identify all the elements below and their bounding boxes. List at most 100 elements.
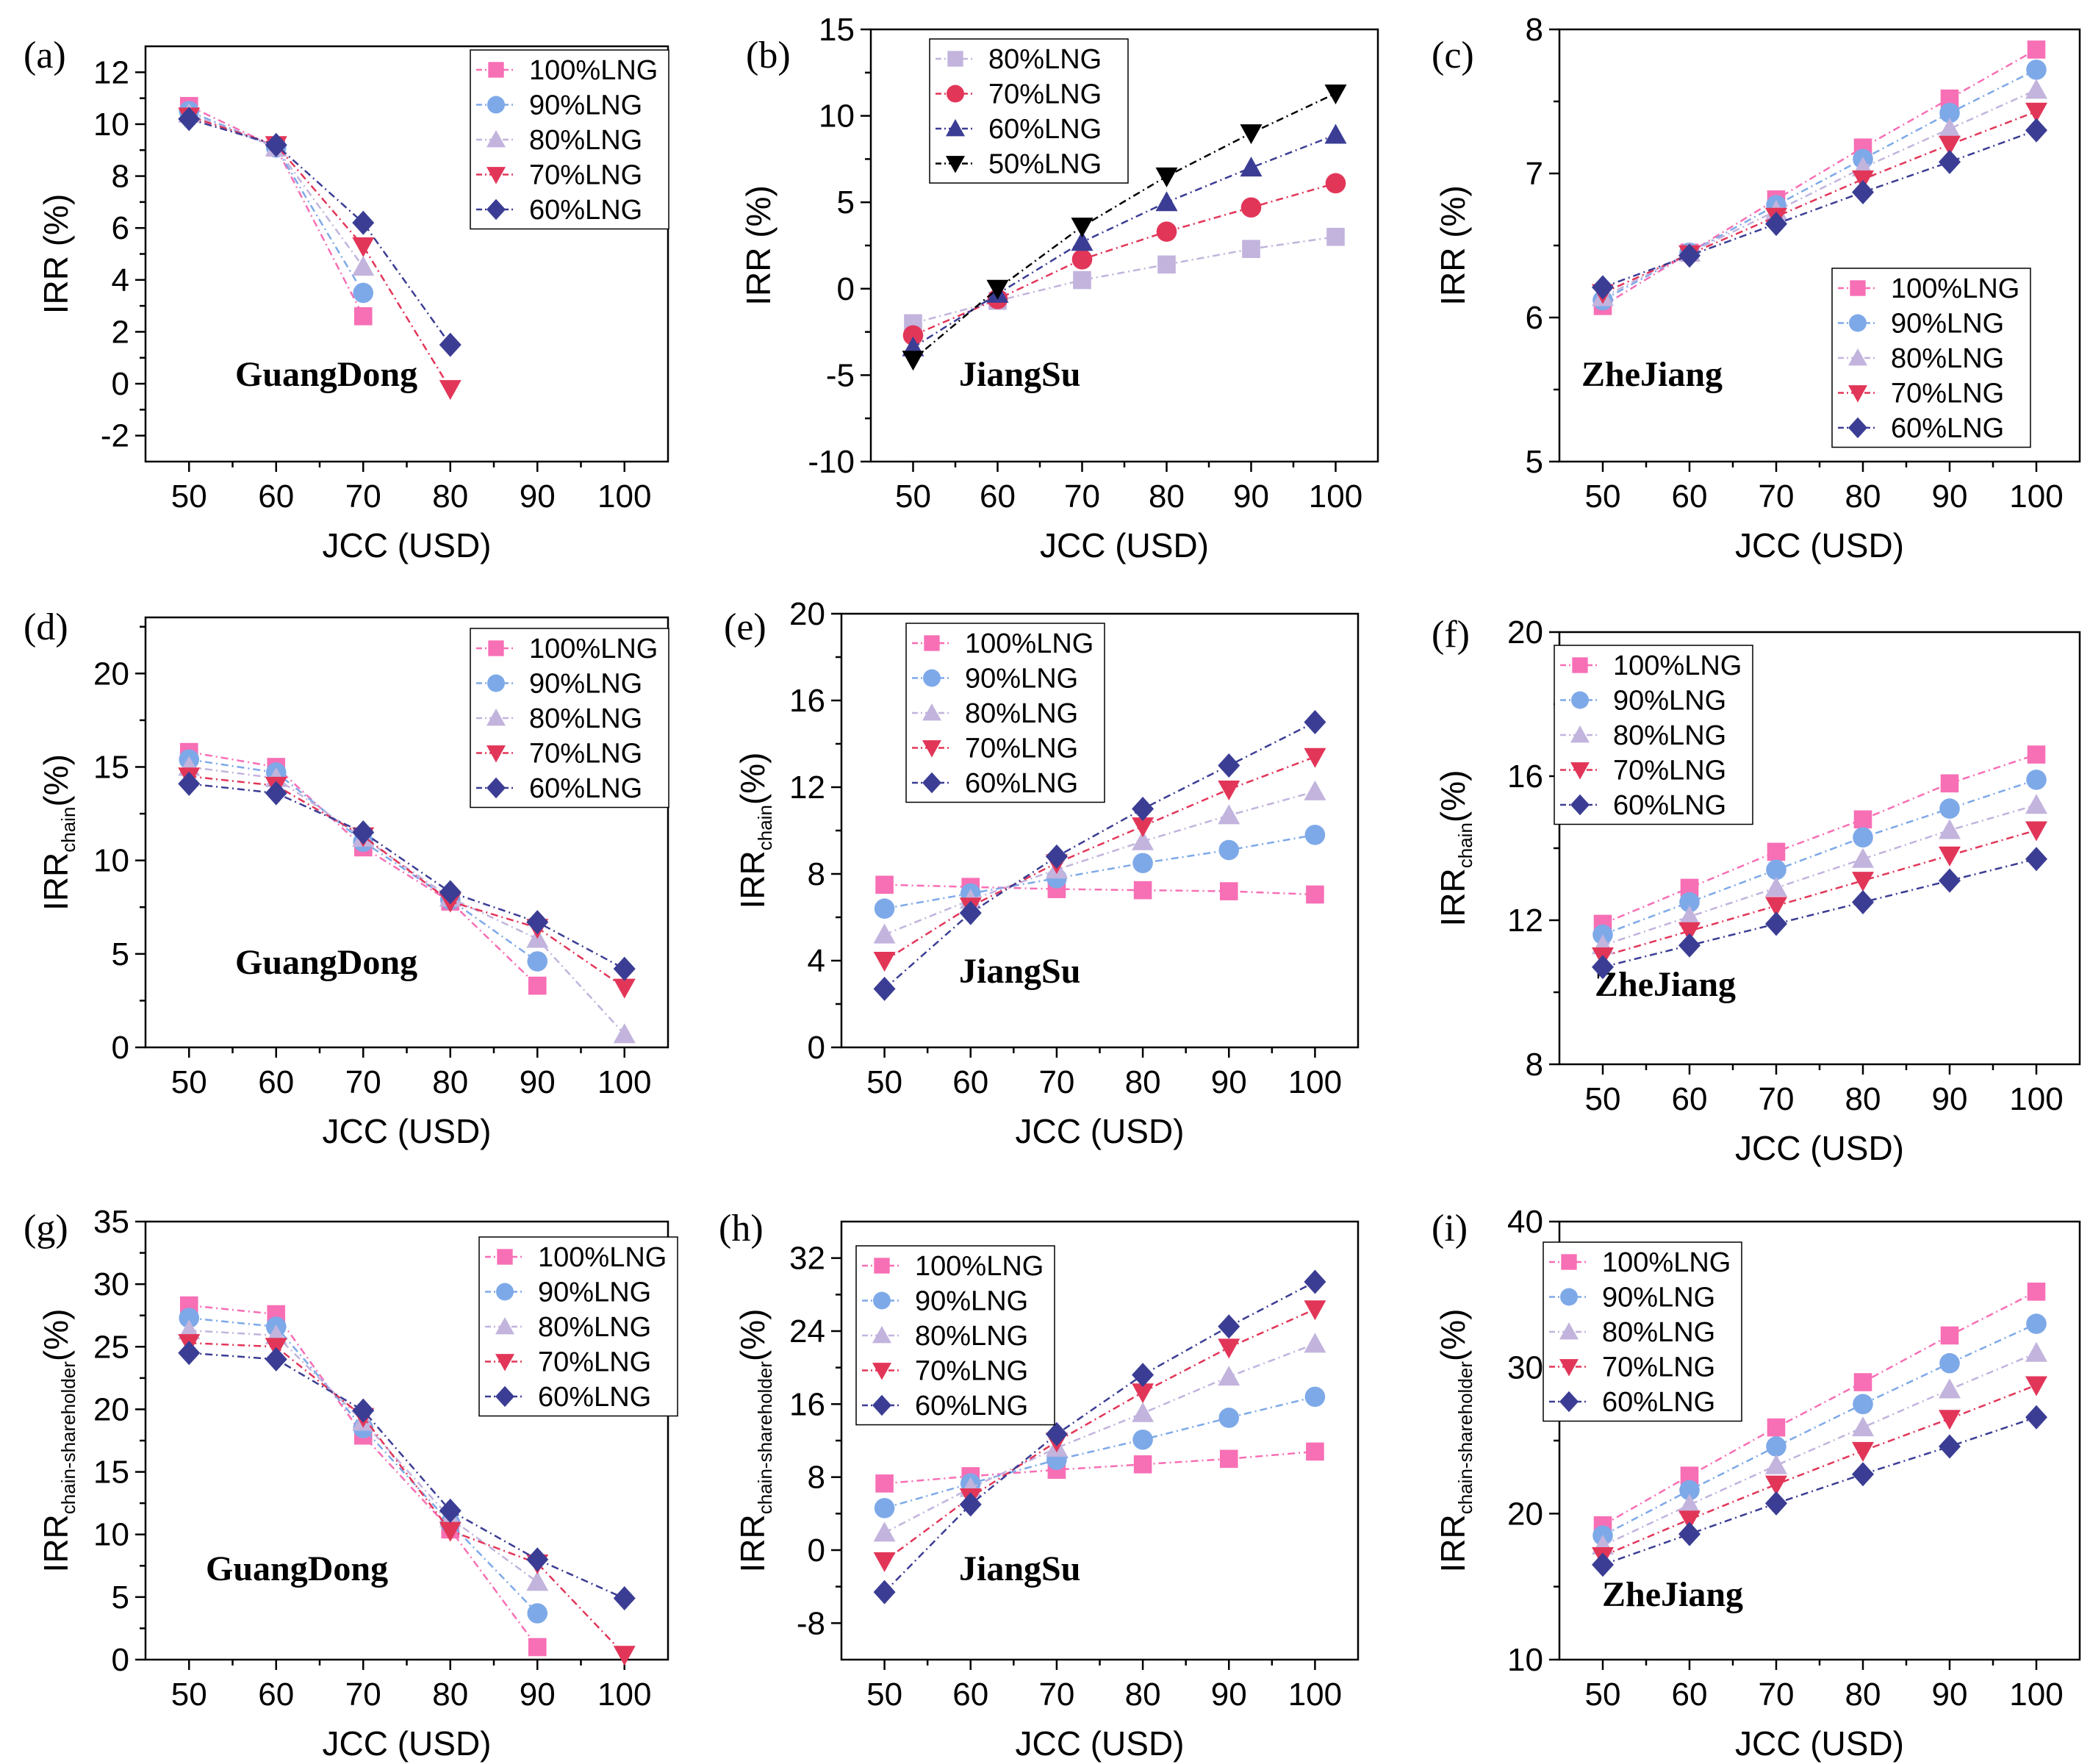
legend-marker — [1848, 348, 1867, 366]
series-90pct-LNG — [1592, 770, 2047, 945]
legend-marker — [922, 703, 941, 721]
legend-label: 100%LNG — [1613, 650, 1742, 681]
data-point — [1218, 1366, 1240, 1386]
y-tick-label: 12 — [93, 54, 129, 90]
x-tick-label: 50 — [171, 1064, 207, 1100]
legend-label: 60%LNG — [915, 1391, 1028, 1421]
legend-marker — [495, 1385, 514, 1408]
y-axis-label: IRR (%) — [1434, 185, 1472, 306]
y-tick-label: 12 — [789, 770, 825, 806]
data-point — [353, 306, 373, 326]
series-70pct-LNG — [1592, 1376, 2047, 1567]
y-tick-label: 20 — [1507, 1496, 1543, 1532]
legend-label: 70%LNG — [538, 1347, 651, 1378]
y-axis-label: IRRchain(%) — [37, 754, 79, 911]
data-point — [1304, 1386, 1326, 1408]
x-tick-label: 80 — [1845, 1081, 1881, 1117]
data-point — [1132, 830, 1154, 850]
y-axis-label: IRR (%) — [37, 194, 75, 315]
legend-label: 90%LNG — [965, 664, 1078, 695]
y-axis-label: IRRchain-shareholder(%) — [733, 1309, 776, 1573]
legend-marker — [1559, 1322, 1579, 1340]
legend-marker — [872, 1394, 891, 1416]
legend-label: 60%LNG — [529, 195, 642, 226]
data-point — [178, 1341, 201, 1366]
data-point — [1939, 149, 1961, 174]
data-point — [2025, 1376, 2047, 1396]
data-point — [353, 282, 374, 304]
data-point — [1240, 197, 1262, 218]
region-label: GuangDong — [235, 943, 417, 982]
region-label: JiangSu — [959, 952, 1080, 991]
x-tick-label: 50 — [866, 1064, 902, 1100]
data-point — [1678, 906, 1701, 926]
legend-marker — [1571, 691, 1589, 709]
data-point — [1765, 212, 1787, 237]
legend-marker — [874, 1258, 890, 1274]
x-tick-label: 80 — [1845, 1677, 1881, 1713]
data-point — [959, 1492, 982, 1517]
series-line — [1602, 858, 2037, 968]
data-point — [1304, 1300, 1326, 1321]
data-point — [1765, 911, 1787, 936]
data-point — [1326, 227, 1345, 246]
data-point — [1852, 179, 1874, 204]
data-point — [2026, 1313, 2047, 1334]
series-line — [188, 118, 451, 345]
data-point — [1939, 1352, 1960, 1374]
series-line — [883, 1308, 1315, 1562]
legend-label: 50%LNG — [988, 149, 1102, 180]
series-line — [1602, 129, 2037, 289]
x-tick-label: 60 — [1672, 1677, 1708, 1713]
panel-c: 50 60 70 80 90 100 5 6 7 8 (c) JCC (USD) IRR (%) ZheJ… — [1432, 12, 2081, 564]
y-tick-label: 0 — [112, 1642, 129, 1678]
series-line — [884, 833, 1315, 910]
x-axis-label: JCC (USD) — [1735, 1129, 1904, 1167]
x-tick-label: 50 — [866, 1677, 902, 1713]
panel-label: (i) — [1432, 1208, 1468, 1250]
x-axis-label: JCC (USD) — [323, 1112, 492, 1150]
panel-f: 50 60 70 80 90 100 8 12 16 20 (f) JCC (USD) IRRchain… — [1432, 614, 2081, 1167]
legend-label: 80%LNG — [538, 1312, 651, 1343]
x-tick-label: 90 — [520, 1677, 556, 1713]
data-point — [1679, 892, 1700, 913]
x-tick-label: 70 — [1038, 1064, 1074, 1100]
x-tick-label: 60 — [258, 1064, 294, 1100]
legend-marker — [872, 1326, 891, 1344]
series-line — [912, 92, 1337, 361]
legend-label: 80%LNG — [529, 703, 642, 734]
legend-label: 70%LNG — [1891, 379, 2004, 409]
data-point — [1766, 859, 1786, 881]
data-point — [527, 1603, 548, 1624]
data-point — [1132, 1383, 1154, 1404]
legend-marker — [488, 62, 504, 78]
legend-marker — [486, 777, 506, 799]
legend-label: 70%LNG — [1613, 756, 1726, 786]
legend-label: 60%LNG — [1613, 790, 1726, 821]
data-point — [1765, 897, 1787, 917]
data-point — [1852, 872, 1874, 892]
data-point — [1132, 797, 1154, 821]
series-line — [1602, 89, 2037, 298]
series-line — [189, 1341, 625, 1656]
data-point — [1852, 1462, 1874, 1487]
x-tick-label: 100 — [597, 1677, 651, 1713]
y-tick-label: 8 — [808, 856, 825, 892]
legend-label: 90%LNG — [915, 1286, 1028, 1317]
data-point — [1939, 819, 1961, 839]
data-point — [1852, 1441, 1874, 1462]
y-tick-label: 20 — [93, 1391, 129, 1427]
x-tick-label: 100 — [1288, 1064, 1342, 1100]
data-point — [1132, 817, 1154, 838]
data-point — [1242, 240, 1260, 259]
x-tick-label: 60 — [952, 1064, 988, 1100]
legend-label: 90%LNG — [1602, 1283, 1715, 1313]
y-tick-label: 0 — [808, 1030, 825, 1066]
x-tick-label: 90 — [1932, 1081, 1968, 1117]
legend-marker — [1570, 794, 1590, 816]
data-point — [1853, 1394, 1873, 1415]
